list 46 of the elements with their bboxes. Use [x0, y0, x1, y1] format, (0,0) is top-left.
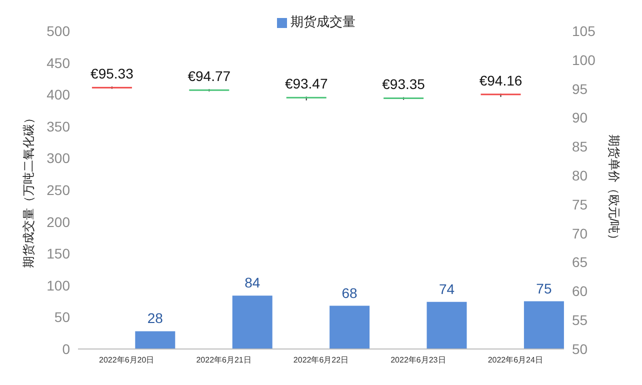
y2-tick-label: 75: [572, 196, 588, 212]
bar: [232, 296, 272, 349]
y-tick-label: 250: [46, 182, 70, 198]
x-tick-label: 2022年6月21日: [196, 356, 252, 365]
y-axis-title: 期货成交量（万吨二氧化碳）: [21, 112, 36, 268]
y2-tick-label: 60: [572, 283, 588, 300]
data-label: 68: [342, 284, 358, 301]
x-tick-label: 2022年6月23日: [390, 356, 446, 365]
y2-tick-label: 85: [572, 138, 588, 155]
y-tick-label: 450: [46, 54, 70, 71]
y-tick-label: 150: [46, 246, 70, 262]
y-tick-label: 200: [46, 214, 70, 230]
y-tick-label: 100: [46, 277, 70, 294]
y2-tick-label: 95: [572, 80, 588, 97]
y2-tick-label: 70: [572, 225, 588, 242]
y2-tick-label: 80: [572, 168, 588, 184]
y2-tick-label: 55: [572, 312, 588, 328]
y2-tick-label: 65: [572, 254, 588, 270]
y-tick-label: 350: [46, 118, 70, 134]
y2-tick-label: 50: [572, 340, 588, 357]
bar: [426, 302, 467, 349]
y2-tick-label: 105: [572, 22, 596, 39]
x-tick-label: 2022年6月22日: [293, 356, 349, 365]
y2-tick-label: 90: [572, 110, 588, 126]
legend-label: 期货成交量: [290, 14, 356, 29]
text: €93.47: [284, 76, 328, 92]
data-label: 75: [536, 280, 552, 296]
y-tick-label: 50: [54, 309, 70, 326]
y2-axis-title: 期货单价（欧元/吨）: [606, 134, 621, 246]
y-tick-label: 500: [46, 22, 70, 39]
y-tick-label: 300: [46, 150, 70, 166]
text: €94.16: [479, 72, 522, 89]
y-tick-label: 400: [46, 86, 70, 103]
y-tick-label: 0: [62, 340, 70, 357]
text: €93.35: [382, 76, 425, 92]
y2-tick-label: 100: [572, 52, 596, 68]
data-label: 74: [438, 280, 455, 297]
bar: [135, 331, 176, 349]
data-label: 84: [244, 274, 260, 291]
x-tick-label: 2022年6月20日: [99, 356, 154, 365]
text: €95.33: [90, 66, 134, 82]
text: €94.77: [188, 68, 231, 84]
x-tick-label: 2022年6月24日: [488, 356, 543, 365]
bar: [524, 301, 564, 349]
data-label: 28: [147, 310, 164, 326]
bar: [330, 306, 370, 349]
